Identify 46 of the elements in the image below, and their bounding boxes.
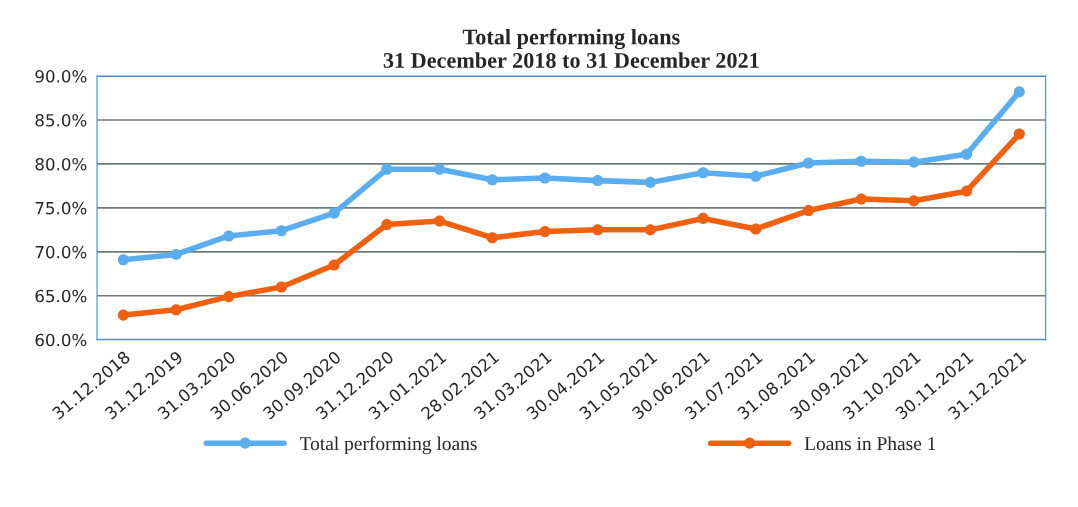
point bbox=[328, 259, 340, 271]
y-tick-label: 70.0% bbox=[35, 245, 87, 259]
y-tick-label: 75.0% bbox=[35, 201, 87, 215]
y-tick-label: 60.0% bbox=[35, 333, 87, 347]
y-tick-label: 65.0% bbox=[35, 289, 87, 303]
point bbox=[117, 254, 129, 266]
point bbox=[275, 281, 288, 293]
point bbox=[750, 170, 762, 182]
point bbox=[855, 193, 867, 205]
point bbox=[539, 226, 551, 238]
point bbox=[117, 309, 129, 321]
point bbox=[223, 291, 235, 303]
point bbox=[381, 163, 393, 175]
point bbox=[697, 212, 709, 224]
point bbox=[750, 223, 762, 235]
chart-title: Total performing loans 31 December 2018 to 31 December 2021 bbox=[383, 28, 759, 68]
point bbox=[644, 176, 656, 188]
point bbox=[434, 163, 446, 175]
point bbox=[961, 185, 973, 197]
point bbox=[644, 224, 656, 236]
point bbox=[170, 248, 182, 260]
point bbox=[592, 175, 604, 187]
point bbox=[908, 195, 920, 207]
legend-label: Loans in Phase 1 bbox=[804, 436, 936, 451]
point bbox=[275, 225, 288, 237]
point bbox=[328, 207, 340, 219]
point bbox=[961, 148, 973, 160]
point bbox=[802, 157, 815, 169]
y-tick-label: 90.0% bbox=[35, 70, 87, 83]
point bbox=[1013, 86, 1025, 98]
point bbox=[855, 155, 867, 167]
point bbox=[434, 215, 446, 227]
point bbox=[802, 204, 815, 217]
point bbox=[697, 167, 709, 179]
legend-label: Total performing loans bbox=[299, 436, 477, 455]
y-tick-label: 85.0% bbox=[35, 113, 87, 127]
point bbox=[539, 172, 551, 184]
point bbox=[908, 156, 920, 168]
point bbox=[223, 230, 235, 242]
point bbox=[592, 224, 604, 236]
point bbox=[486, 174, 498, 186]
point bbox=[170, 304, 182, 316]
point bbox=[1013, 128, 1025, 140]
point bbox=[486, 232, 498, 244]
y-tick-label: 80.0% bbox=[35, 157, 87, 171]
point bbox=[381, 219, 393, 231]
